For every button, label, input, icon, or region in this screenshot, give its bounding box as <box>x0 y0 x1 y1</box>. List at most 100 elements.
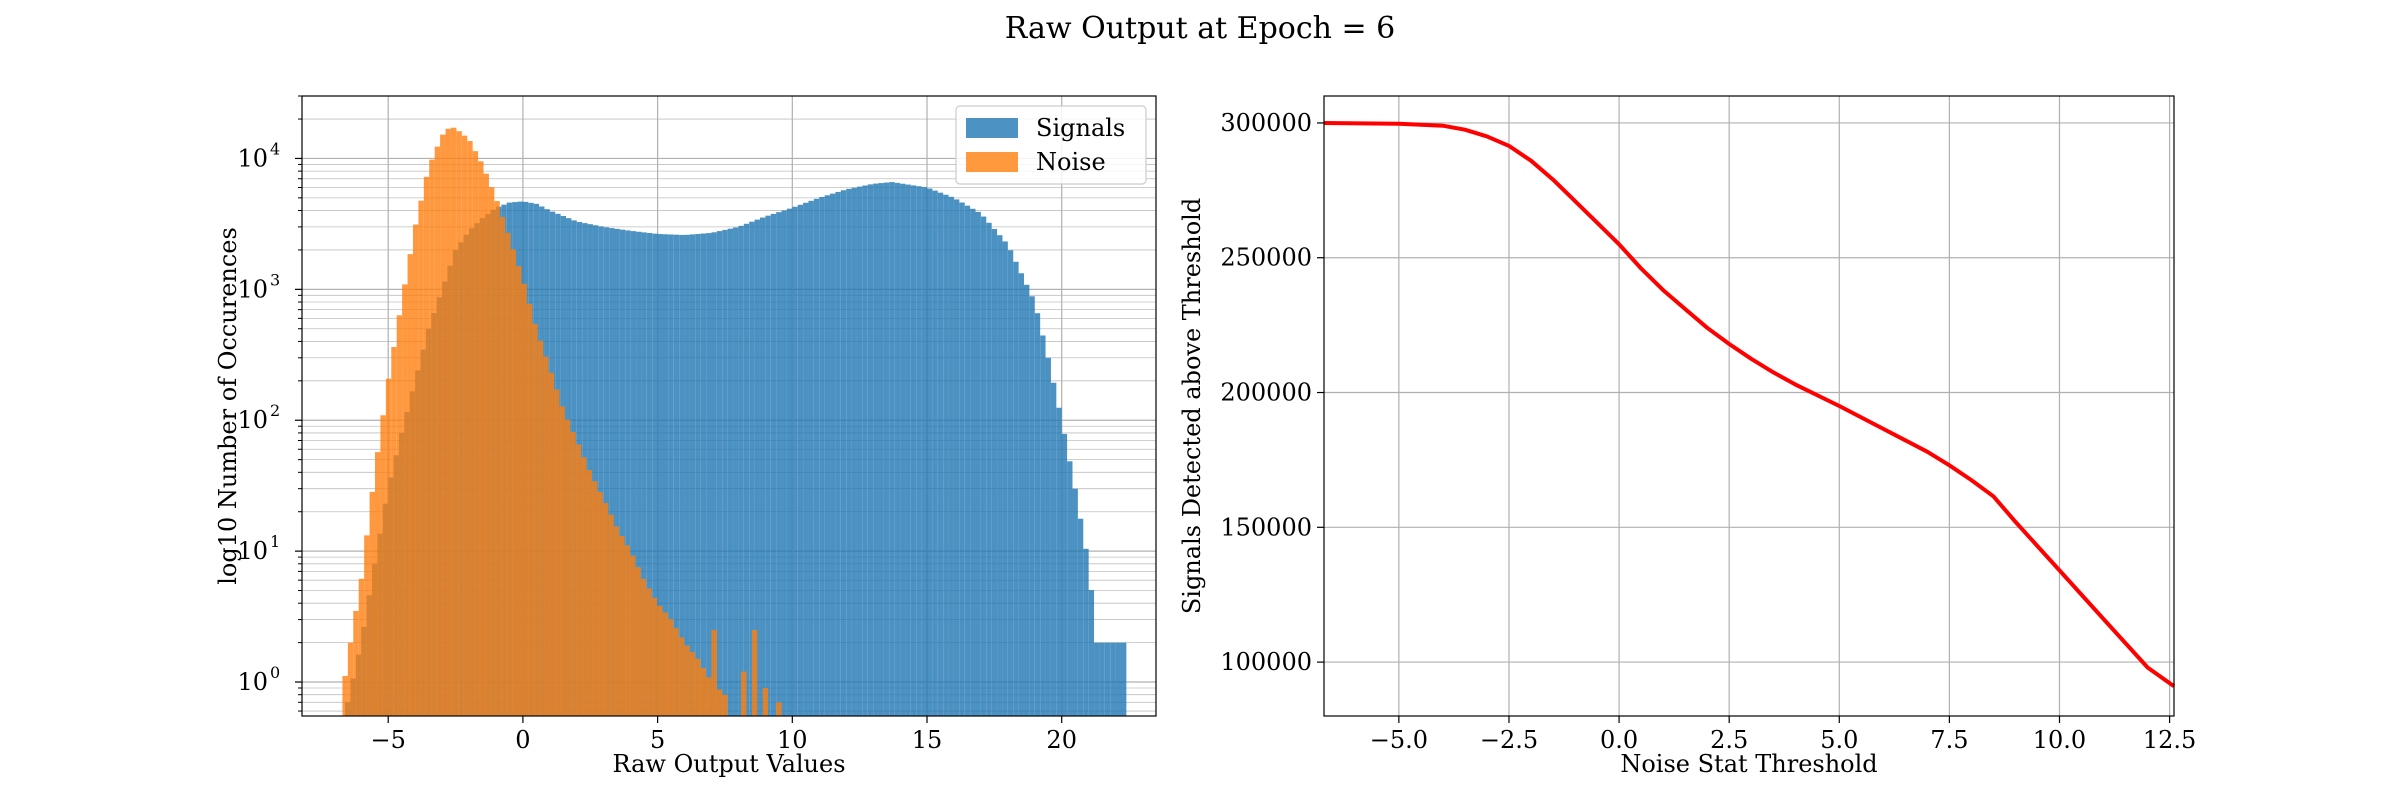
y-tick-base: 10 <box>237 537 268 565</box>
noise-bar <box>678 637 685 716</box>
signals-bar <box>695 233 701 716</box>
y-tick-base: 10 <box>237 144 268 172</box>
noise-bar <box>629 555 636 716</box>
signals-bar <box>673 234 680 716</box>
y-tick-exponent: 2 <box>270 401 280 420</box>
noise-bar <box>418 200 424 717</box>
signals-bar <box>889 182 895 717</box>
signals-bar <box>835 191 841 716</box>
x-tick-label: 0 <box>515 726 530 754</box>
noise-bar <box>741 671 747 716</box>
x-tick-label: −2.5 <box>1480 726 1538 754</box>
signals-bar <box>657 234 663 717</box>
noise-bar <box>575 444 582 716</box>
noise-bar <box>684 645 690 716</box>
signals-bar <box>953 199 960 716</box>
signals-bar <box>733 227 739 717</box>
signals-bar <box>668 234 674 716</box>
noise-bar <box>402 284 408 716</box>
x-axis-label: Noise Stat Threshold <box>1620 750 1877 778</box>
noise-bar <box>554 389 560 716</box>
signals-bar <box>646 233 653 717</box>
signals-bar <box>689 234 696 716</box>
noise-bar <box>364 535 370 716</box>
legend: Signals Noise <box>955 105 1147 185</box>
signals-bar <box>1061 433 1068 716</box>
signals-bar <box>975 211 981 716</box>
figure-title: Raw Output at Epoch = 6 <box>1005 11 1396 46</box>
signals-bar <box>603 227 610 716</box>
signals-bar <box>630 231 637 717</box>
signals-bar <box>1007 250 1014 717</box>
signals-bar <box>840 190 847 716</box>
x-tick-label: 5 <box>650 726 665 754</box>
signals-bar <box>706 233 712 717</box>
line-chart-grid <box>1324 96 2174 716</box>
y-tick-exponent: 1 <box>270 532 280 551</box>
signals-bar <box>813 198 820 717</box>
signals-bar <box>797 204 804 717</box>
signals-bar <box>986 222 992 716</box>
y-tick-base: 10 <box>237 668 268 696</box>
signals-bar <box>781 210 787 717</box>
noise-bar <box>564 419 571 716</box>
signals-detected-line <box>1323 121 2176 688</box>
line-chart-axes-frame <box>1323 95 2175 717</box>
y-tick-exponent: 3 <box>270 270 280 289</box>
signals-bar <box>1115 642 1121 716</box>
noise-bar <box>358 578 365 716</box>
signals-bar <box>641 232 647 717</box>
noise-bar <box>494 201 500 717</box>
signals-bar <box>1023 284 1030 716</box>
noise-bar <box>700 667 706 716</box>
noise-bar <box>619 536 625 716</box>
noise-bar <box>695 658 701 716</box>
signals-bar <box>1013 261 1019 716</box>
x-tick-label: 10.0 <box>2033 726 2086 754</box>
noise-bar <box>347 642 354 716</box>
signals-bar <box>722 229 728 717</box>
signals-bar <box>759 217 766 716</box>
signals-bar <box>738 225 744 716</box>
signals-bar <box>1072 488 1078 716</box>
signals-bar <box>808 200 814 716</box>
signals-bar <box>636 231 642 717</box>
noise-bar <box>548 372 555 716</box>
noise-bar <box>445 128 451 716</box>
signals-bar <box>862 185 868 716</box>
noise-bar <box>657 605 663 716</box>
noise-bar <box>521 283 527 716</box>
signals-bar <box>937 192 944 716</box>
noise-bar <box>369 491 376 716</box>
signals-bar <box>856 186 863 717</box>
signals-bar <box>598 226 604 716</box>
noise-bar <box>716 689 723 716</box>
signals-bar <box>1083 548 1089 716</box>
noise-bar <box>429 159 435 716</box>
y-tick-label: 250000 <box>1220 244 1312 272</box>
legend-swatch-noise <box>966 152 1018 172</box>
y-axis-label: Signals Detected above Threshold <box>1178 198 1206 614</box>
signals-bar <box>819 197 825 716</box>
y-tick-exponent: 0 <box>270 663 280 682</box>
x-tick-label: 7.5 <box>1930 726 1968 754</box>
signals-bar <box>932 190 938 716</box>
signals-bar <box>997 235 1003 716</box>
signals-bar <box>792 206 798 717</box>
noise-bar <box>483 173 489 717</box>
noise-bar <box>472 151 479 717</box>
noise-bar <box>570 431 576 716</box>
signals-bar <box>1029 296 1035 716</box>
noise-bar <box>640 578 647 716</box>
signals-bar <box>991 228 998 716</box>
legend-label-signals: Signals <box>1036 114 1125 142</box>
noise-bar <box>342 675 348 716</box>
signals-bar <box>943 194 949 717</box>
signals-bar <box>900 183 906 716</box>
noise-bar <box>499 216 506 716</box>
noise-bar <box>624 545 630 716</box>
signals-bar <box>1040 335 1046 716</box>
series-noise-bars <box>342 127 782 717</box>
